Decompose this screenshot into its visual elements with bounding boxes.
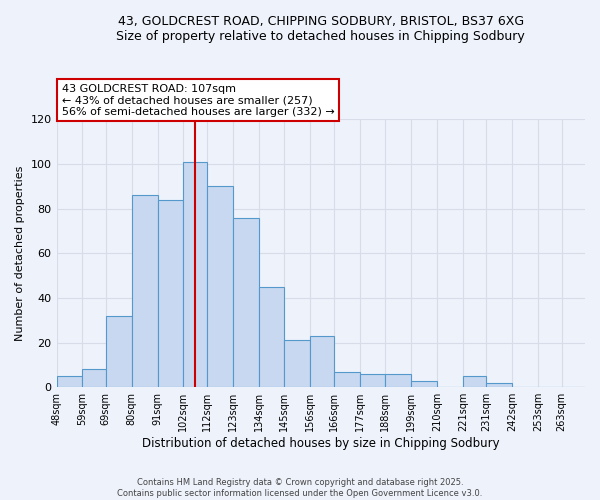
Bar — [82, 370, 106, 387]
Bar — [385, 374, 411, 387]
Title: 43, GOLDCREST ROAD, CHIPPING SODBURY, BRISTOL, BS37 6XG
Size of property relativ: 43, GOLDCREST ROAD, CHIPPING SODBURY, BR… — [116, 15, 525, 43]
Bar — [158, 200, 184, 387]
Bar — [259, 287, 284, 387]
Bar — [411, 380, 437, 387]
Bar — [233, 218, 259, 387]
Bar — [184, 162, 207, 387]
Text: 43 GOLDCREST ROAD: 107sqm
← 43% of detached houses are smaller (257)
56% of semi: 43 GOLDCREST ROAD: 107sqm ← 43% of detac… — [62, 84, 335, 116]
Bar — [359, 374, 385, 387]
Bar — [310, 336, 334, 387]
Bar — [334, 372, 359, 387]
Bar — [487, 382, 512, 387]
X-axis label: Distribution of detached houses by size in Chipping Sodbury: Distribution of detached houses by size … — [142, 437, 500, 450]
Bar — [56, 376, 82, 387]
Bar — [106, 316, 132, 387]
Bar — [207, 186, 233, 387]
Y-axis label: Number of detached properties: Number of detached properties — [15, 166, 25, 341]
Bar — [132, 196, 158, 387]
Bar — [284, 340, 310, 387]
Text: Contains HM Land Registry data © Crown copyright and database right 2025.
Contai: Contains HM Land Registry data © Crown c… — [118, 478, 482, 498]
Bar — [463, 376, 487, 387]
